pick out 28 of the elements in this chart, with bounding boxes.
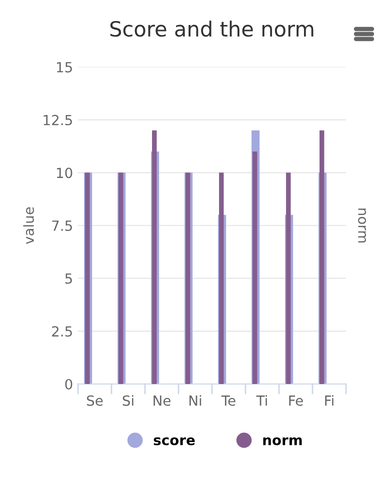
y2-axis-title: norm xyxy=(358,208,366,242)
x-tick-label: Si xyxy=(122,395,134,406)
x-tick-label: Se xyxy=(86,395,103,406)
x-tick-label: Ni xyxy=(189,395,202,406)
y-tick-label: 7.5 xyxy=(52,220,72,231)
y-tick-label: 2.5 xyxy=(52,326,72,337)
bar xyxy=(320,130,324,384)
y-tick-label: 10 xyxy=(56,168,72,178)
x-tick-label: Fe xyxy=(289,396,303,406)
x-tick-label: Fi xyxy=(325,395,334,406)
x-tick-label: Te xyxy=(221,396,236,406)
x-tick-label: Ne xyxy=(154,396,170,406)
bar xyxy=(219,172,224,384)
bar xyxy=(286,172,291,384)
bar xyxy=(152,130,157,384)
bar xyxy=(85,172,90,384)
bar xyxy=(118,172,124,384)
chart-title: Score and the norm xyxy=(110,20,314,37)
y-tick-label: 5 xyxy=(65,273,72,284)
y-tick-label: 15 xyxy=(56,62,72,72)
legend-label: score xyxy=(154,437,195,446)
y-tick-label: 12.5 xyxy=(44,114,72,126)
legend-label: norm xyxy=(263,437,302,446)
bar xyxy=(186,172,190,384)
y-axis-title: value xyxy=(23,207,34,244)
bar xyxy=(252,152,258,384)
y-tick-label: 0 xyxy=(65,378,72,390)
x-tick-label: Ti xyxy=(256,395,267,406)
